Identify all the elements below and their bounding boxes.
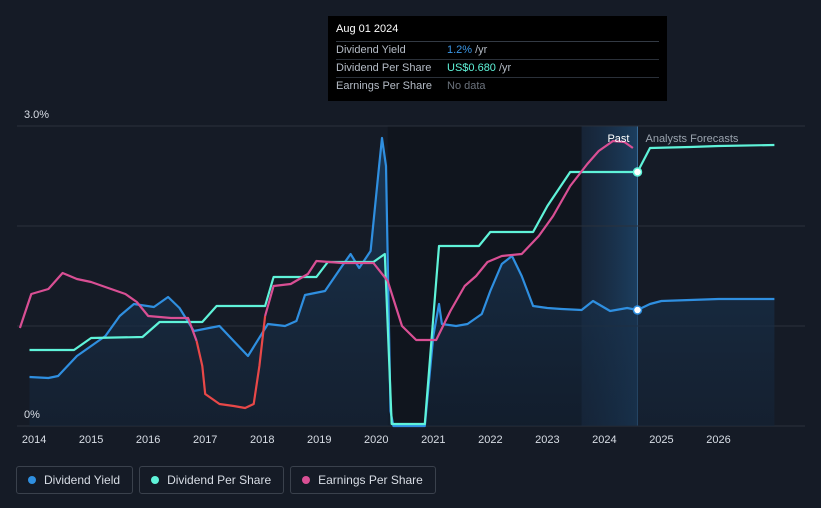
series-line-1 [29, 143, 775, 426]
tooltip-unit: /yr [475, 44, 488, 56]
tooltip-value: No data [447, 80, 486, 92]
tooltip-label: Earnings Per Share [336, 80, 432, 92]
past-label: Past [607, 133, 629, 145]
forecast-marker [632, 305, 643, 315]
series-line-eps [18, 271, 198, 342]
x-tick-label: 2024 [592, 434, 616, 446]
x-tick-label: 2016 [136, 434, 160, 446]
legend: Dividend Yield Dividend Per Share Earnin… [16, 466, 436, 494]
forecast-label: Analysts Forecasts [645, 133, 738, 145]
tooltip-unit: /yr [498, 62, 512, 74]
x-tick-label: 2019 [307, 434, 331, 446]
tooltip-value: US$0.680 [447, 62, 496, 74]
tooltip-row-dividend-per-share: Dividend Per Share US$0.680 /yr [336, 60, 659, 78]
tooltip-label: Dividend Per Share [336, 62, 432, 74]
tooltip-panel: Aug 01 2024 Dividend Yield 1.2% /yr Divi… [328, 16, 667, 101]
legend-label: Dividend Per Share [167, 473, 272, 487]
series-line-eps-low [195, 315, 267, 410]
legend-dividend-yield-button[interactable]: Dividend Yield [16, 466, 134, 494]
tooltip-label: Dividend Yield [336, 44, 406, 56]
dividend-chart: 3.0% 0% 2014 2015 2016 2017 2018 2019 2020 2021 20… [17, 109, 805, 446]
tooltip-row-earnings-per-share: Earnings Per Share No data [336, 78, 659, 95]
x-tick-label: 2020 [364, 434, 388, 446]
tooltip-date: Aug 01 2024 [336, 23, 659, 42]
legend-dot-icon [151, 476, 160, 484]
x-tick-label: 2025 [649, 434, 673, 446]
legend-dot-icon [28, 476, 36, 484]
forecast-marker [632, 167, 643, 177]
legend-label: Earnings Per Share [318, 473, 423, 487]
tooltip-value: 1.2% [447, 44, 473, 56]
x-tick-label: 2021 [421, 434, 445, 446]
tooltip-row-dividend-yield: Dividend Yield 1.2% /yr [336, 42, 659, 60]
legend-earnings-per-share-button[interactable]: Earnings Per Share [290, 466, 436, 494]
x-tick-label: 2015 [79, 434, 103, 446]
legend-label: Dividend Yield [44, 473, 121, 487]
y-tick-label: 3.0% [24, 109, 49, 121]
legend-dividend-per-share-button[interactable]: Dividend Per Share [139, 466, 285, 494]
series-area-0 [29, 138, 775, 426]
x-tick-label: 2017 [193, 434, 217, 446]
x-tick-label: 2014 [22, 434, 46, 446]
legend-dot-icon [302, 476, 311, 484]
x-tick-label: 2022 [478, 434, 502, 446]
x-tick-label: 2018 [250, 434, 274, 446]
series-line-0 [29, 136, 775, 428]
y-tick-label: 0% [24, 409, 40, 421]
x-tick-label: 2026 [706, 434, 730, 446]
x-tick-label: 2023 [535, 434, 559, 446]
series-line-eps [264, 139, 634, 342]
